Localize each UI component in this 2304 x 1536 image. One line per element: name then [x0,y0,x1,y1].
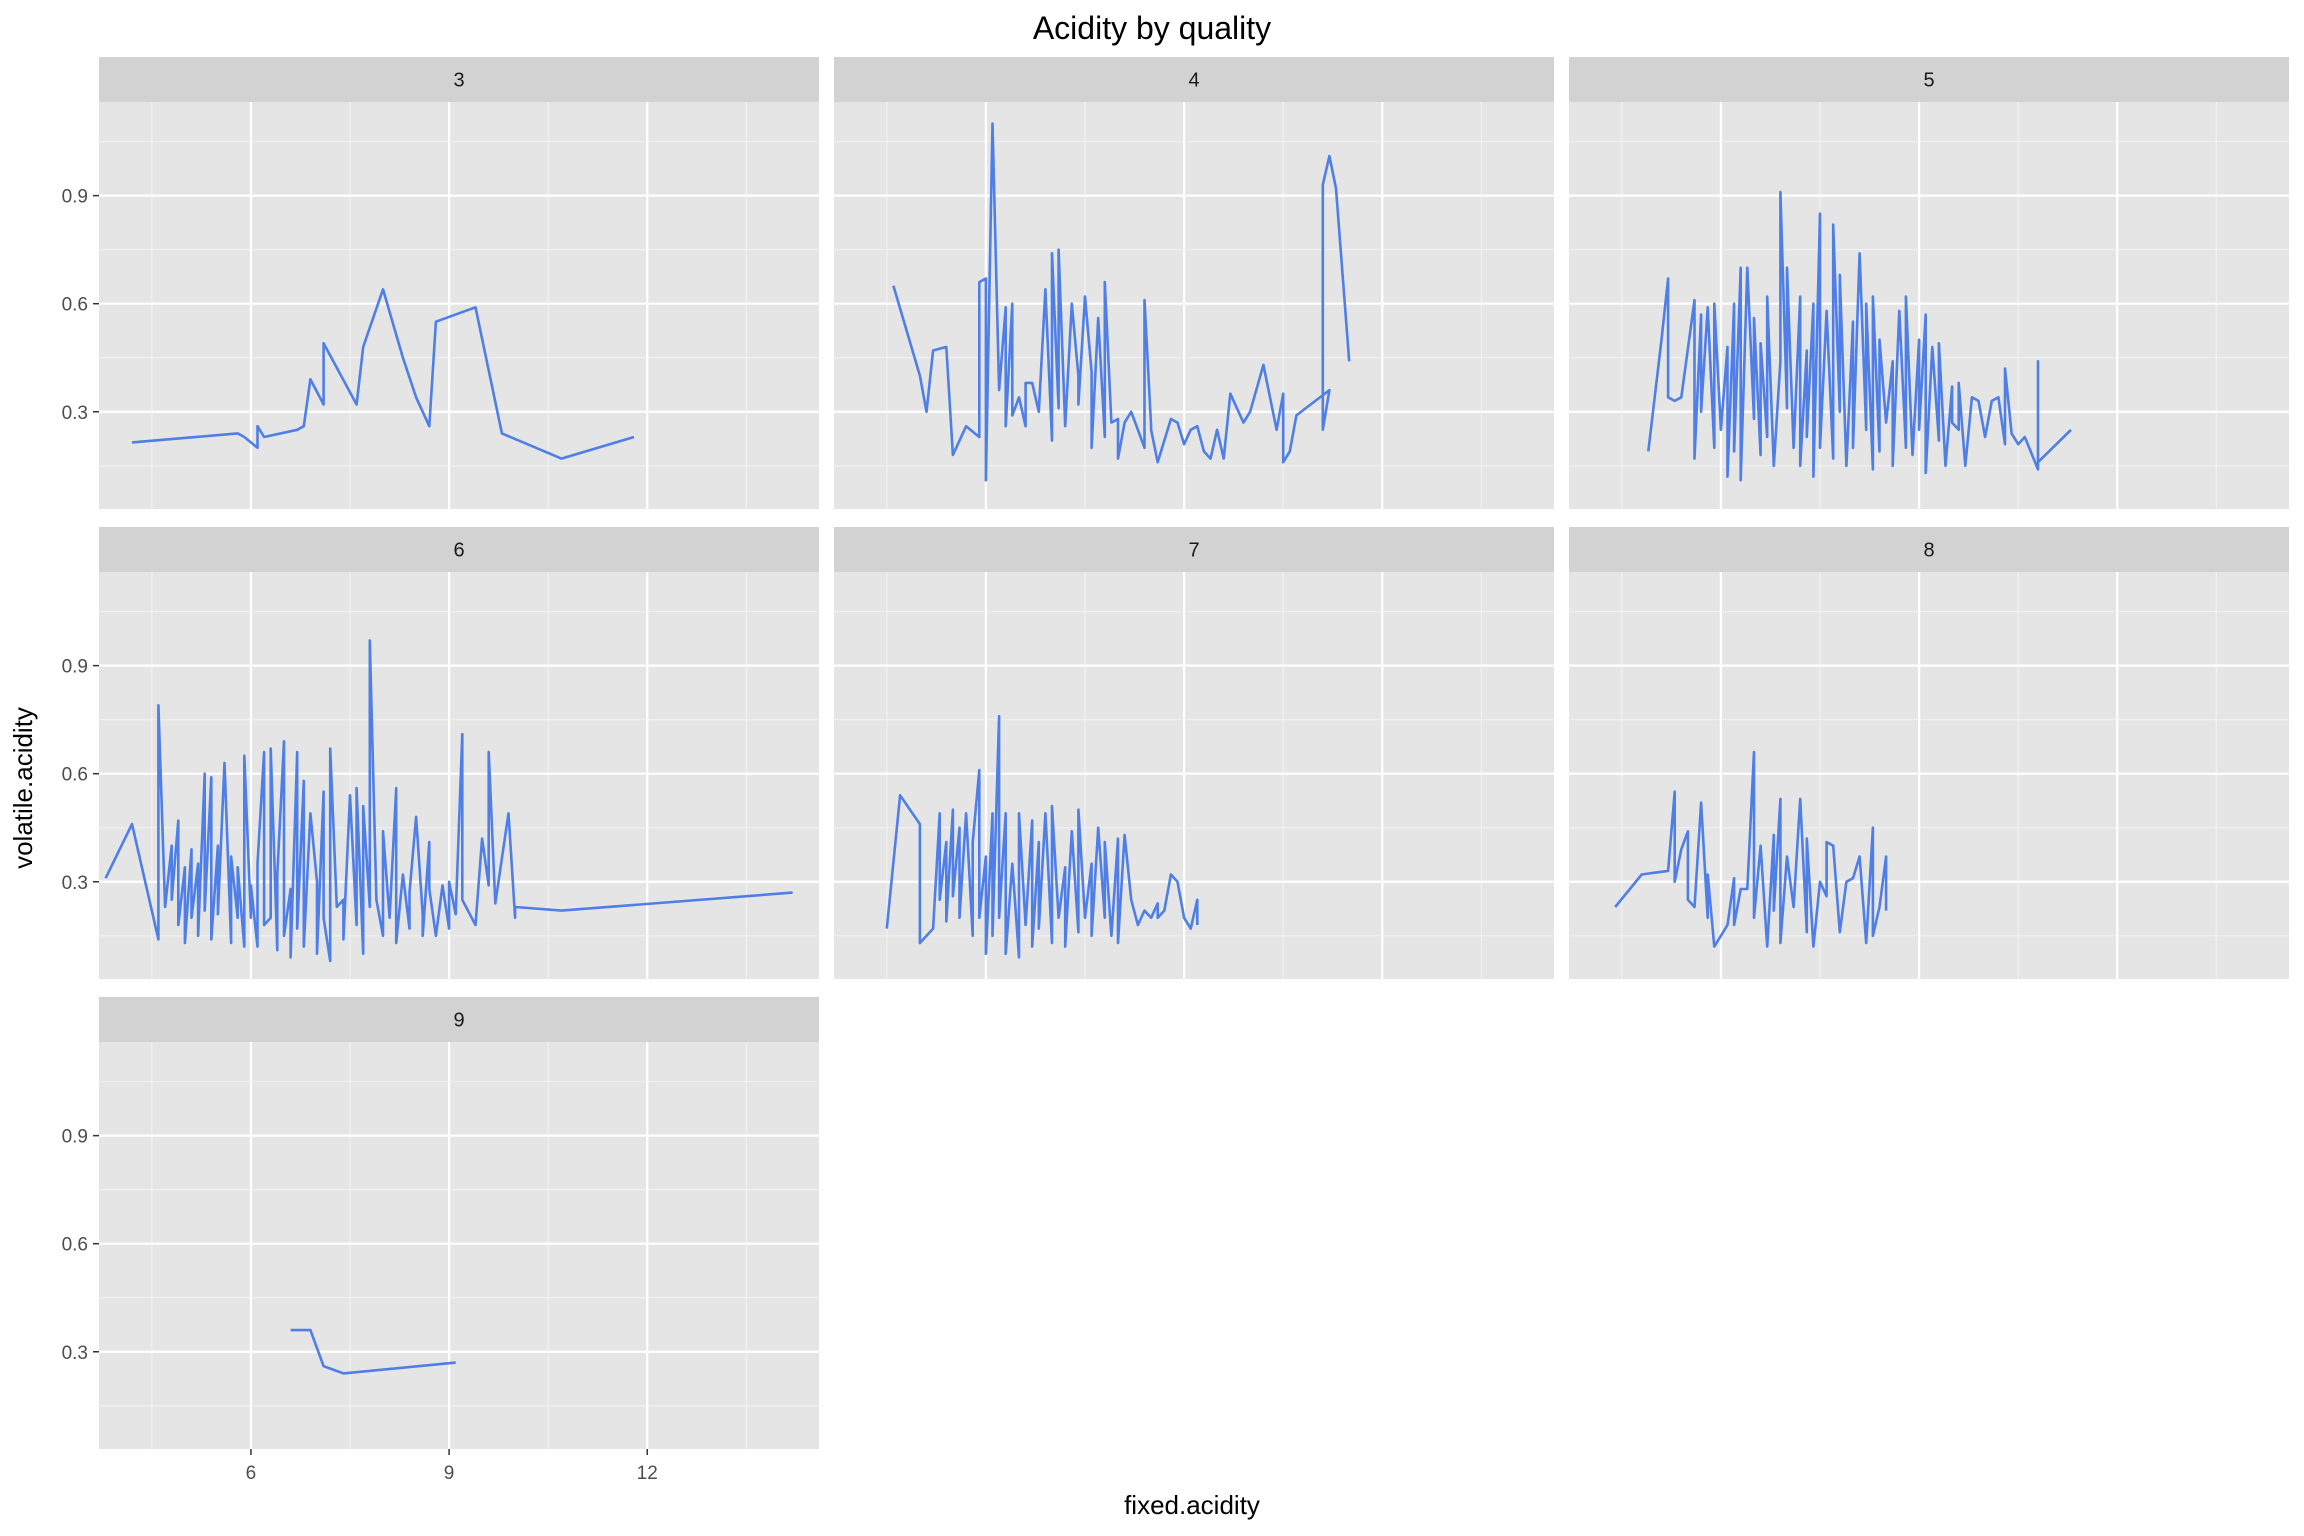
series-line-quality-4 [892,122,1351,482]
y-tick-label: 0.3 [62,1343,88,1364]
facet-strip-label: 6 [453,540,464,562]
series-line-quality-7 [885,714,1199,959]
panel-background [834,102,1554,509]
series-line-quality-5 [1647,190,2072,482]
series-line-quality-9 [290,1328,456,1375]
panel-background [99,1042,819,1449]
facet-strip [834,527,1554,572]
facet-panels: 3 0.3 0.6 0.9 4 5 6 0.3 0.6 0.9 7 8 9 0.3 0.6 0.9 6 9 12 [62,57,2289,1484]
facet-strip-label: 5 [1923,70,1934,92]
facet-strip [1569,57,2289,102]
facet-strip-label: 9 [453,1010,464,1032]
facet-panel-8: 8 [1569,527,2289,979]
y-tick-label: 0.3 [62,873,88,894]
facet-strip [834,57,1554,102]
y-tick-label: 0.6 [62,765,88,786]
facet-strip [1569,527,2289,572]
facet-panel-4: 4 [834,57,1554,509]
facet-strip-label: 4 [1188,70,1199,92]
x-tick-label: 12 [637,1463,658,1484]
panel-background [99,572,819,979]
facet-panel-7: 7 [834,527,1554,979]
series-line-quality-8 [1614,750,1888,948]
facet-strip-label: 3 [453,70,464,92]
facet-panel-5: 5 [1569,57,2289,509]
chart-title: Acidity by quality [1033,10,1271,46]
panel-background [1569,572,2289,979]
y-tick-label: 0.9 [62,657,88,678]
x-tick-label: 9 [444,1463,455,1484]
y-axis-title: volatile.acidity [8,707,38,869]
y-tick-label: 0.3 [62,403,88,424]
facet-strip [99,997,819,1042]
facet-strip [99,527,819,572]
series-line-quality-6 [104,639,793,963]
series-line-quality-3 [131,288,635,460]
facet-strip [99,57,819,102]
x-axis-title: fixed.acidity [1124,1490,1260,1520]
facet-strip-label: 7 [1188,540,1199,562]
y-tick-label: 0.9 [62,1127,88,1148]
x-tick-label: 6 [246,1463,257,1484]
y-tick-label: 0.6 [62,1235,88,1256]
facet-panel-9: 9 0.3 0.6 0.9 6 9 12 [62,997,819,1484]
panel-background [1569,102,2289,509]
facet-panel-3: 3 0.3 0.6 0.9 [62,57,819,509]
panel-background [99,102,819,509]
y-tick-label: 0.9 [62,187,88,208]
y-tick-label: 0.6 [62,295,88,316]
facet-strip-label: 8 [1923,540,1934,562]
facet-panel-6: 6 0.3 0.6 0.9 [62,527,819,979]
